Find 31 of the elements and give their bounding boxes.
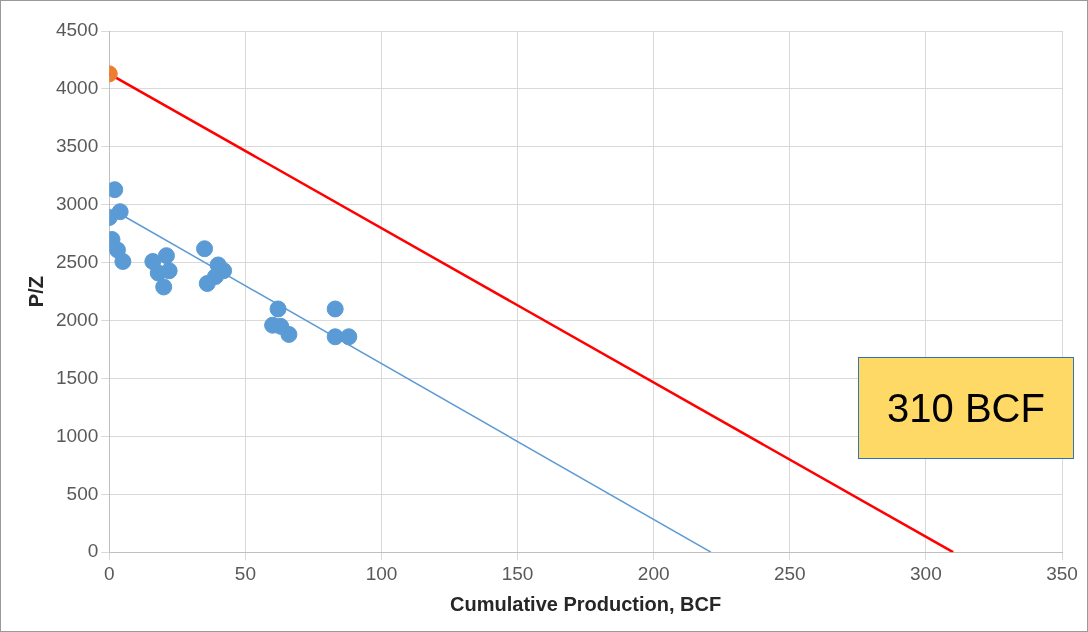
x-tick-label: 150 [501,562,534,584]
point [155,278,173,296]
point [326,300,344,318]
y-tick-label: 2000 [55,308,99,330]
point [196,240,214,258]
y-tick-label: 4000 [55,77,99,99]
y-tick-label: 1500 [55,366,99,388]
y-tick-label: 3000 [55,192,99,214]
x-tick-label: 300 [910,562,942,584]
y-tick-label: 0 [87,540,99,562]
point [269,300,287,318]
point [340,328,358,346]
y-tick-label: 2500 [55,250,99,272]
point [111,203,129,221]
y-tick-label: 1000 [55,424,99,446]
annotation: 310 BCF [858,357,1074,459]
y-tick-label: 3500 [55,135,99,157]
y-tick-label: 4500 [55,19,99,41]
x-tick-label: 50 [234,562,256,584]
y-axis-title: P/Z [24,276,47,308]
point [326,328,344,346]
x-axis-title: Cumulative Production, BCF [450,592,722,615]
point [157,247,175,265]
y-tick-label: 500 [66,482,99,504]
point [149,264,167,282]
x-tick-label: 250 [773,562,806,584]
x-tick-label: 200 [637,562,670,584]
x-tick-label: 0 [103,562,115,584]
point [114,252,132,270]
x-tick-label: 350 [1046,562,1078,584]
x-tick-label: 100 [365,562,398,584]
